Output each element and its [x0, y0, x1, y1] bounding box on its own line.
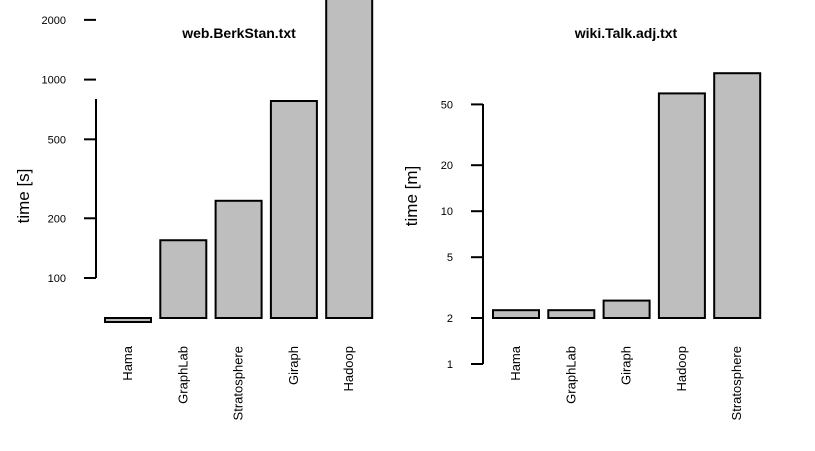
chart-wiki-talk: wiki.Talk.adj.txt time [m] 1 2 5 10 20 50 Ham… — [402, 25, 762, 420]
category-label: Hadoop — [341, 346, 356, 392]
category-label: Hama — [120, 345, 135, 380]
bar-stratosphere — [713, 72, 762, 319]
category-label: GraphLab — [563, 346, 578, 404]
category-label: Stratosphere — [729, 346, 744, 420]
bar-graphlab — [159, 239, 208, 319]
bars — [492, 72, 762, 320]
category-label: Giraph — [619, 346, 634, 385]
y-tick-label: 20 — [441, 160, 453, 172]
bar-hama — [104, 317, 152, 324]
y-axis-label: time [m] — [402, 166, 421, 226]
category-label: Stratosphere — [231, 346, 246, 420]
bars — [104, 0, 374, 324]
category-label: Giraph — [286, 346, 301, 385]
category-labels: Hama GraphLab Giraph Hadoop Stratosphere — [508, 345, 744, 420]
bar-stratosphere — [214, 199, 263, 319]
category-label: Hama — [508, 345, 523, 380]
y-ticks: 100 200 500 1000 2000 — [42, 15, 96, 285]
chart-web-berkstan: web.BerkStan.txt time [s] 100 200 500 1000 2… — [14, 0, 374, 420]
bar-giraph — [602, 299, 651, 319]
bar-graphlab — [547, 309, 596, 320]
category-label: Hadoop — [674, 346, 689, 392]
y-tick-label: 1000 — [42, 75, 66, 87]
y-tick-label: 50 — [441, 99, 453, 111]
category-labels: Hama GraphLab Stratosphere Giraph Hadoop — [120, 345, 356, 420]
y-tick-label: 200 — [48, 213, 66, 225]
y-tick-label: 10 — [441, 206, 453, 218]
y-tick-label: 2 — [447, 313, 453, 325]
y-tick-label: 5 — [447, 252, 453, 264]
y-axis-label: time [s] — [14, 169, 33, 224]
y-tick-label: 500 — [48, 134, 66, 146]
bar-hama — [492, 309, 540, 320]
chart-title: wiki.Talk.adj.txt — [574, 25, 678, 41]
bar-giraph — [269, 100, 318, 319]
y-tick-label: 1 — [447, 359, 453, 371]
category-label: GraphLab — [175, 346, 190, 404]
y-tick-label: 100 — [48, 273, 66, 285]
y-tick-label: 2000 — [42, 15, 66, 27]
chart-title: web.BerkStan.txt — [181, 25, 296, 41]
bar-hadoop — [325, 0, 374, 319]
bar-hadoop — [657, 92, 706, 319]
y-ticks: 1 2 5 10 20 50 — [441, 99, 483, 371]
